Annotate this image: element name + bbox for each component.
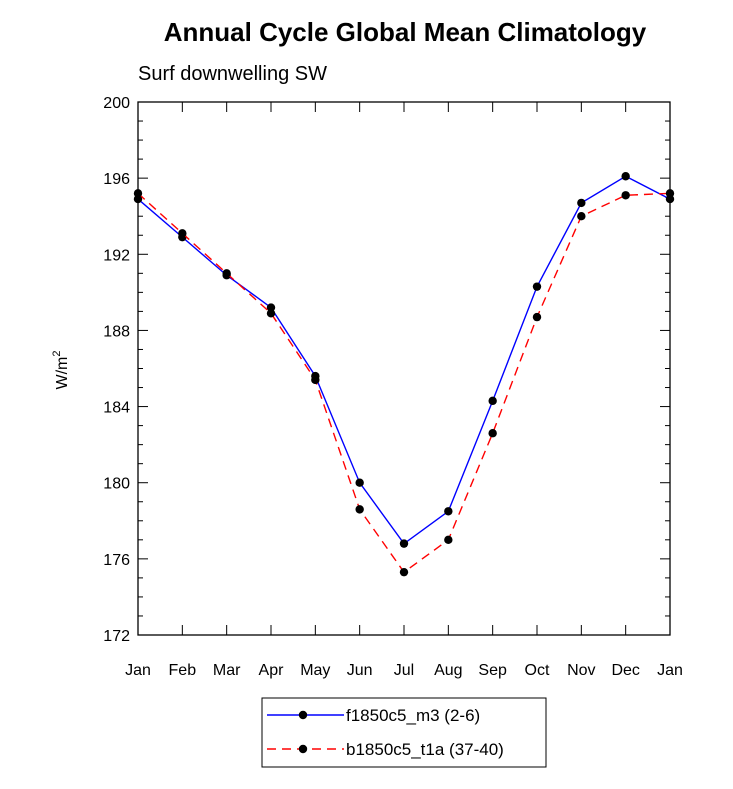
y-axis-label: W/m2 — [51, 351, 71, 390]
y-axis-label-text: W/m — [54, 357, 71, 390]
series-2-point — [133, 189, 143, 198]
plot-frame — [137, 101, 671, 636]
series-line-2 — [137, 192, 671, 574]
legend-marker-1 — [298, 710, 308, 720]
plot-area: 172 176 180 184 188 192 196 200 Jan Feb Mar Apr May J… — [103, 95, 683, 679]
series-line-1 — [137, 175, 671, 545]
y-tick-label: 192 — [103, 247, 130, 264]
series-2-point — [355, 505, 364, 514]
series-1-point — [399, 539, 409, 548]
x-tick-label: Sep — [478, 662, 507, 679]
x-tick-label: Apr — [259, 662, 285, 679]
y-tick-label: 188 — [103, 323, 130, 340]
x-tick-label: Aug — [434, 662, 462, 679]
series-1-point — [488, 396, 497, 406]
x-tick-label: Nov — [567, 662, 595, 679]
chart-title: Annual Cycle Global Mean Climatology — [164, 17, 647, 47]
series-2-point — [178, 229, 187, 238]
y-tick-label: 196 — [103, 171, 130, 188]
series-1-point — [444, 507, 453, 516]
legend-label-1: f1850c5_m3 (2-6) — [346, 706, 480, 725]
series-1-point — [532, 282, 542, 291]
x-tick-label: Mar — [213, 662, 241, 679]
svg-text:W/m2: W/m2 — [51, 351, 71, 390]
series-2-point — [621, 191, 630, 200]
y-tick-label: 180 — [103, 476, 130, 493]
x-tick-label: Jan — [657, 662, 683, 679]
series-2-point — [222, 269, 231, 278]
series-2-point — [311, 375, 320, 385]
y-tick-label: 184 — [103, 400, 130, 417]
y-tick-label: 172 — [103, 628, 130, 645]
series-2-point — [665, 189, 675, 198]
x-tick-label: Feb — [169, 662, 197, 679]
y-tick-label: 200 — [103, 95, 130, 112]
legend-label-2: b1850c5_t1a (37-40) — [346, 740, 504, 759]
series-1-point — [355, 478, 364, 487]
legend: f1850c5_m3 (2-6) b1850c5_t1a (37-40) — [261, 697, 547, 768]
y-axis-label-superscript: 2 — [51, 351, 63, 357]
series-2-point — [577, 212, 586, 221]
series-2-point — [532, 312, 542, 322]
y-tick-label: 176 — [103, 552, 130, 569]
series-1-point — [621, 172, 630, 181]
series-2-point — [444, 535, 453, 545]
series-2-point — [399, 567, 409, 577]
x-tick-label: Oct — [525, 662, 550, 679]
x-tick-label: Jun — [347, 662, 373, 679]
legend-marker-2 — [298, 744, 308, 754]
series-2-point — [488, 429, 497, 438]
chart-subtitle: Surf downwelling SW — [138, 63, 327, 85]
legend-box — [261, 697, 547, 768]
x-tick-label: Dec — [611, 662, 639, 679]
series-1-point — [577, 198, 586, 208]
x-tick-label: Jan — [125, 662, 151, 679]
series-2-point — [266, 309, 276, 318]
x-tick-label: Jul — [394, 662, 414, 679]
x-tick-label: May — [300, 662, 330, 679]
